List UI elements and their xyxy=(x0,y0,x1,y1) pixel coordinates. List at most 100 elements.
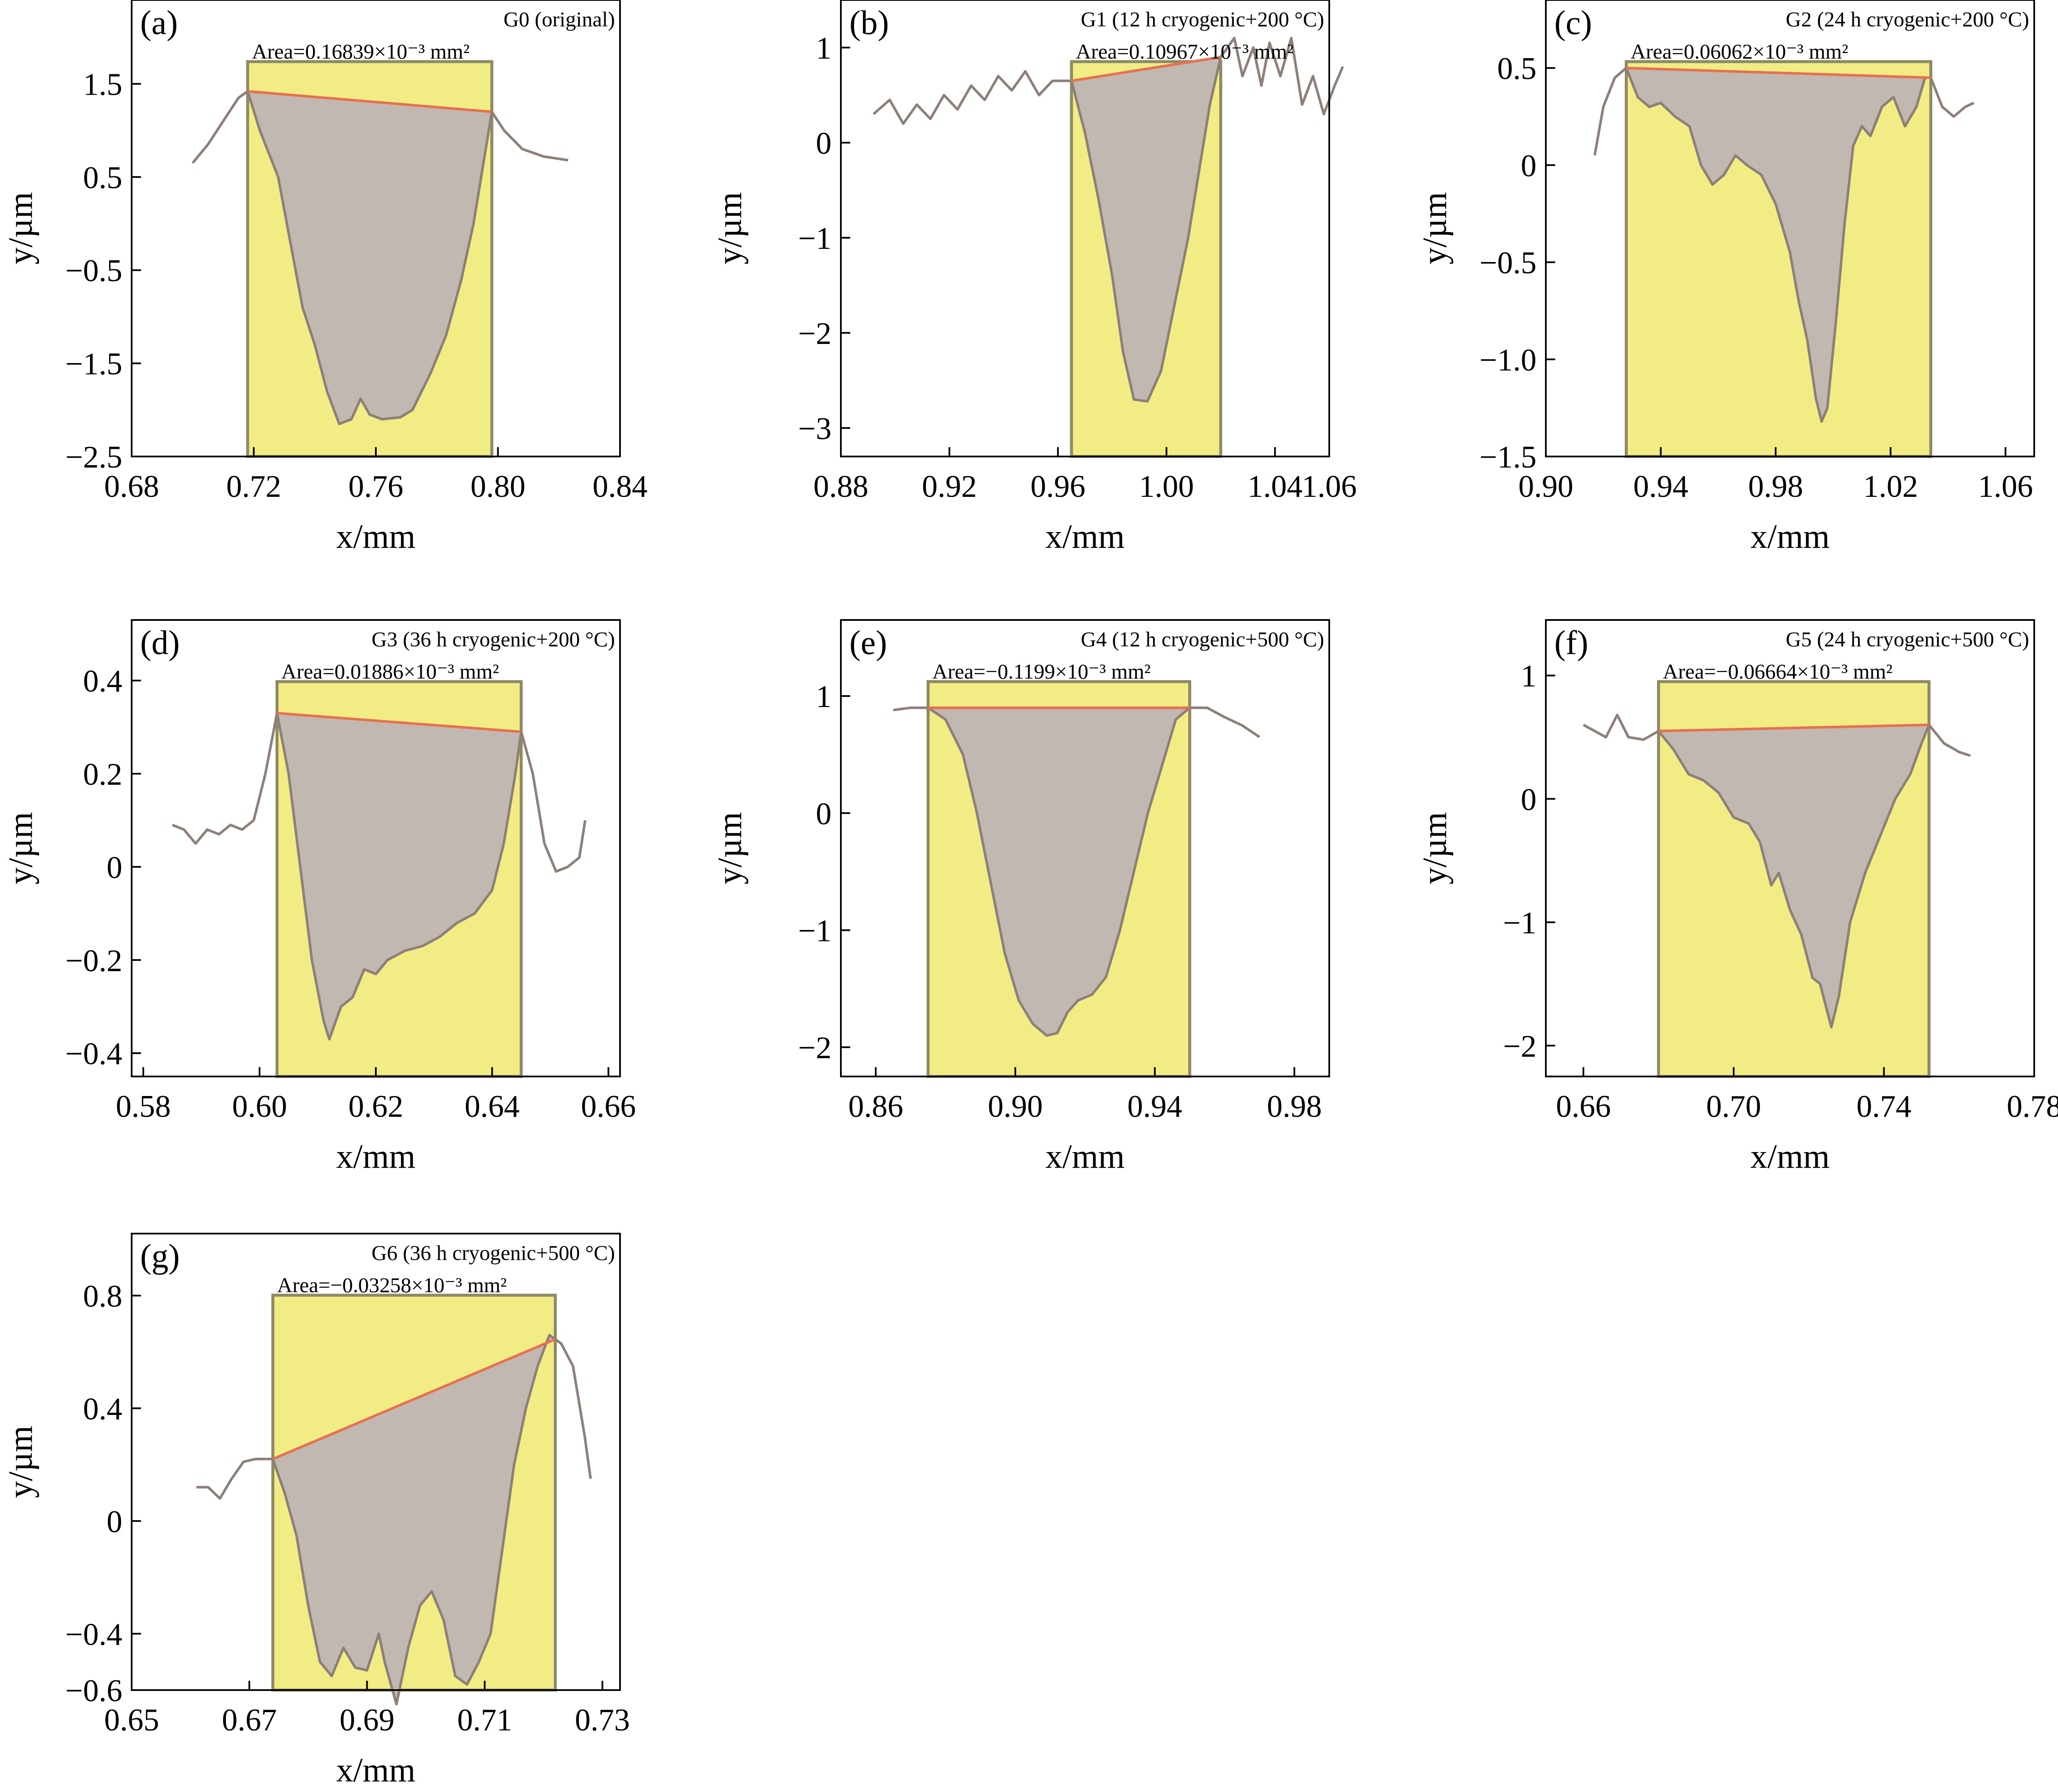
x-axis-label: x/mm xyxy=(336,1138,416,1175)
y-tick-label: 0.4 xyxy=(83,664,123,699)
baseline xyxy=(1071,56,1221,82)
y-tick-label: −1 xyxy=(1503,906,1536,941)
x-axis-label: x/mm xyxy=(1751,518,1830,555)
y-tick-label: −0.5 xyxy=(1480,246,1536,281)
area-annotation: Area=−0.06664×10⁻³ mm² xyxy=(1663,659,1892,683)
y-tick-label: −2 xyxy=(798,316,832,351)
group-title: G2 (24 h cryogenic+200 °C) xyxy=(1786,7,2029,31)
pit-area xyxy=(248,91,492,424)
x-tick-label: 0.80 xyxy=(471,469,526,504)
y-tick-label: 0.8 xyxy=(83,1279,123,1314)
y-tick-label: −0.2 xyxy=(65,944,122,978)
x-tick-label: 0.70 xyxy=(1706,1089,1762,1124)
x-tick-label: 0.74 xyxy=(1856,1089,1911,1124)
x-tick-label: 1.02 xyxy=(1863,469,1918,504)
y-tick-label: 0 xyxy=(107,1505,122,1539)
y-axis-label: y/µm xyxy=(1416,812,1454,885)
x-tick-label: 0.94 xyxy=(1128,1089,1183,1124)
x-tick-label: 0.92 xyxy=(922,469,977,504)
y-tick-label: 0.4 xyxy=(83,1392,123,1426)
panel-label: (f) xyxy=(1554,624,1588,662)
area-annotation: Area=−0.1199×10⁻³ mm² xyxy=(932,659,1150,683)
panel-label: (g) xyxy=(140,1238,180,1275)
y-tick-label: 0 xyxy=(816,126,832,161)
x-tick-label: 0.94 xyxy=(1633,469,1689,504)
baseline xyxy=(277,712,522,733)
y-tick-label: −1.5 xyxy=(1480,440,1536,475)
x-tick-label: 0.66 xyxy=(1556,1089,1611,1124)
panel-label: (e) xyxy=(849,624,887,662)
y-tick-label: 0.5 xyxy=(1497,51,1537,86)
area-annotation: Area=0.10967×10⁻³ mm² xyxy=(1076,39,1294,63)
axes-frame xyxy=(1545,0,2035,457)
pit-area xyxy=(277,713,522,1040)
group-title: G4 (12 h cryogenic+500 °C) xyxy=(1081,627,1324,651)
area-annotation: Area=−0.03258×10⁻³ mm² xyxy=(277,1273,507,1297)
area-annotation: Area=0.16839×10⁻³ mm² xyxy=(252,39,470,63)
x-tick-label: 0.90 xyxy=(988,1089,1043,1124)
y-tick-label: 1 xyxy=(816,679,832,714)
x-tick-label: 1.04 xyxy=(1247,469,1302,504)
y-tick-label: 0 xyxy=(107,850,122,885)
group-title: G3 (36 h cryogenic+200 °C) xyxy=(372,627,615,651)
profile-line xyxy=(1593,67,1975,423)
x-tick-label: 0.78 xyxy=(2007,1089,2058,1124)
x-tick-label: 0.96 xyxy=(1030,469,1085,504)
y-tick-label: −2 xyxy=(1503,1029,1536,1064)
panel-label: (a) xyxy=(140,4,178,42)
baseline xyxy=(1658,723,1929,733)
chart-panel: 0.90 0.94 0.98 1.02 1.06 0.5 0 −0.5 −1.0 −1.5 x/mm… xyxy=(1416,0,2035,555)
chart-panel: 0.88 0.92 0.96 1.00 1.041.06 1 0 −1 −2 −3 x/mm y/µm… xyxy=(711,0,1357,555)
profile-line xyxy=(172,712,586,1041)
y-tick-label: −1 xyxy=(798,221,832,256)
y-tick-label: −0.5 xyxy=(65,254,122,288)
y-tick-label: 0 xyxy=(1521,782,1536,817)
y-tick-label: 0 xyxy=(1521,149,1536,183)
y-axis-label: y/µm xyxy=(2,1426,39,1498)
y-tick-label: −2.5 xyxy=(65,440,122,475)
y-tick-label: −1.0 xyxy=(1480,343,1536,378)
profile-line xyxy=(893,706,1260,1037)
group-title: G1 (12 h cryogenic+200 °C) xyxy=(1081,7,1324,31)
area-annotation: Area=0.01886×10⁻³ mm² xyxy=(281,659,499,683)
x-tick-label: 0.84 xyxy=(592,469,648,504)
y-tick-label: 0.5 xyxy=(83,161,123,195)
x-tick-label: 0.66 xyxy=(581,1089,636,1124)
x-axis-label: x/mm xyxy=(1046,1138,1125,1175)
x-tick-label: 0.64 xyxy=(465,1089,520,1124)
x-tick-label: 0.62 xyxy=(348,1089,403,1124)
y-tick-label: −1.5 xyxy=(65,347,122,382)
chart-panel: 0.86 0.90 0.94 0.98 1 0 −1 −2 x/mm y/µm (e) G4 (12 … xyxy=(711,619,1330,1175)
pit-area xyxy=(1071,57,1221,402)
pit-area xyxy=(928,707,1190,1036)
pit-area xyxy=(1658,725,1929,1027)
y-axis-label: y/µm xyxy=(2,812,39,885)
x-axis-label: x/mm xyxy=(1751,1138,1830,1175)
x-tick-label: 1.00 xyxy=(1139,469,1194,504)
baseline xyxy=(1626,67,1931,79)
y-tick-label: 0 xyxy=(816,797,832,831)
x-tick-label: 0.86 xyxy=(848,1089,903,1124)
y-axis-label: y/µm xyxy=(711,192,749,265)
y-axis-label: y/µm xyxy=(2,192,39,265)
x-tick-label: 0.69 xyxy=(339,1703,395,1738)
chart-panel: 0.66 0.70 0.74 0.78 1 0 −1 −2 x/mm y/µm (f) G5 (24 … xyxy=(1416,619,2058,1175)
x-axis-label: x/mm xyxy=(336,518,416,555)
x-tick-label: 0.98 xyxy=(1267,1089,1322,1124)
x-tick-label: 1.06 xyxy=(1302,469,1357,504)
y-tick-label: 0.2 xyxy=(83,757,123,792)
axes-frame xyxy=(840,619,1330,1077)
x-tick-label: 0.98 xyxy=(1748,469,1803,504)
x-tick-label: 0.67 xyxy=(222,1703,277,1738)
pit-area xyxy=(1626,68,1931,422)
profile-line xyxy=(1583,713,1971,1028)
area-annotation: Area=0.06062×10⁻³ mm² xyxy=(1630,39,1848,63)
x-tick-label: 0.73 xyxy=(575,1703,630,1738)
y-axis-label: y/µm xyxy=(711,812,749,885)
chart-panel: 0.65 0.67 0.69 0.71 0.73 0.8 0.4 0 −0.4 −0.6 x/mm y… xyxy=(2,1233,630,1789)
group-title: G0 (original) xyxy=(504,7,615,31)
chart-panel: 0.68 0.72 0.76 0.80 0.84 1.5 0.5 −0.5 −1.5 −2.5 x/… xyxy=(2,0,648,555)
y-tick-label: 1.5 xyxy=(83,67,123,102)
x-tick-label: 0.90 xyxy=(1518,469,1573,504)
